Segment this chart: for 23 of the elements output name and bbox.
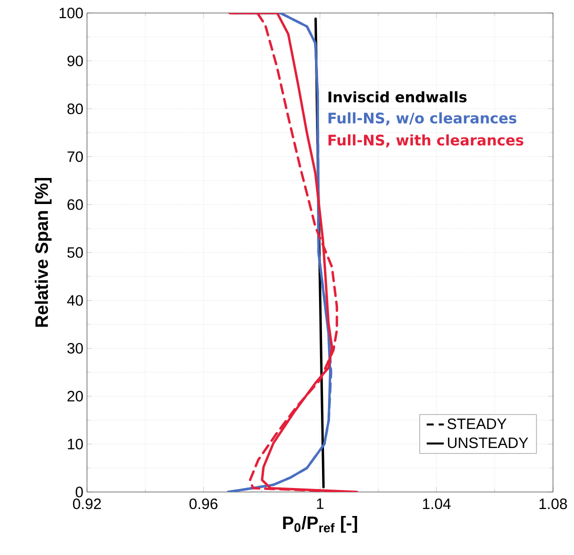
y-tick-label: 10 [68, 438, 83, 450]
y-tick-label: 30 [67, 342, 83, 354]
y-tick-label: 40 [67, 295, 83, 306]
series-label: Full-NS, with clearances [328, 134, 524, 148]
y-tick-label: 90 [67, 56, 83, 66]
annotation: UNSTEADY [448, 437, 528, 448]
x-tick-label: 0.92 [72, 498, 101, 510]
y-tick-label: 0 [76, 486, 83, 498]
x-tick-label: 1 [316, 498, 324, 509]
x-tick-label: 0.96 [189, 498, 218, 510]
y-tick-label: 80 [67, 103, 83, 114]
y-tick-label: 20 [68, 390, 83, 402]
x-tick-label: 1.04 [423, 498, 451, 510]
y-tick-label: 100 [60, 8, 83, 18]
series-label: Full-NS, w/o clearances [328, 112, 516, 126]
x-tick-label: 1.08 [540, 498, 567, 510]
text: P$_{0}$/P$_{ref}$ [-] [283, 516, 358, 533]
annotation: STEADY [447, 418, 506, 430]
y-axis-title: Relative Span [%] [34, 178, 52, 327]
series-label: Inviscid endwalls [328, 91, 467, 102]
y-tick-label: 70 [68, 151, 83, 162]
y-tick-label: 60 [68, 199, 83, 210]
y-tick-label: 50 [67, 247, 83, 258]
